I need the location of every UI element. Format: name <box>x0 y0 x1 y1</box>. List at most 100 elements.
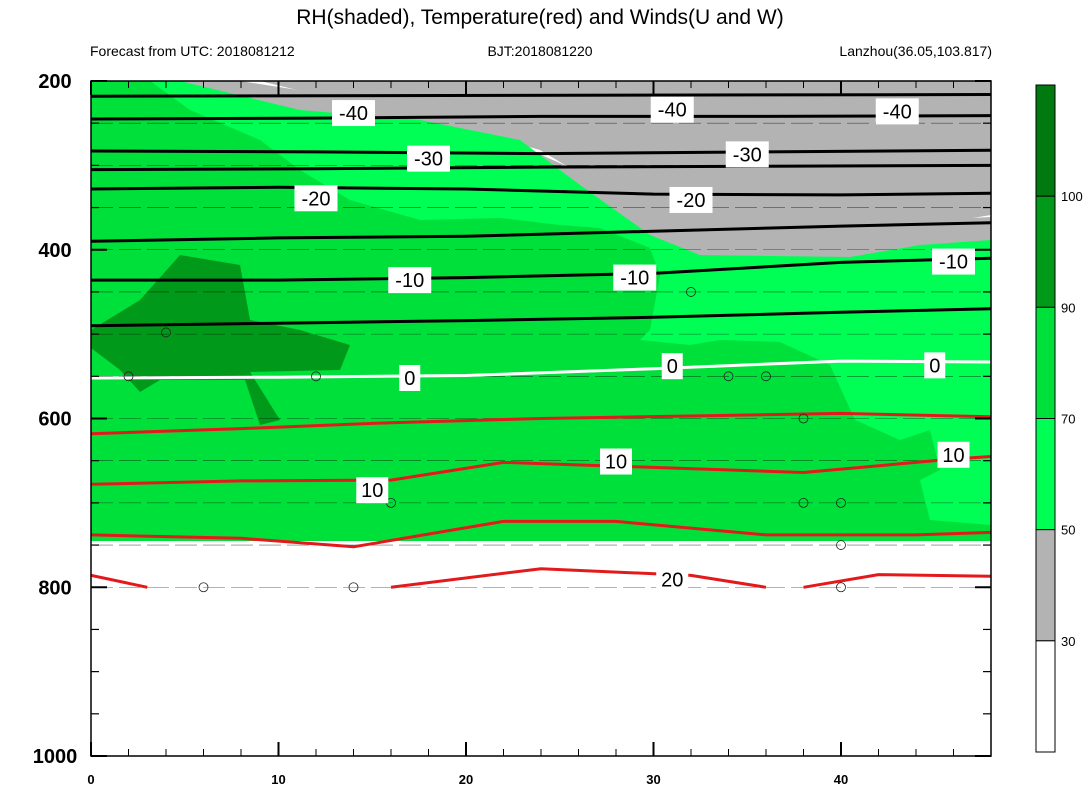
colorbar-segment <box>1035 306 1056 420</box>
contour-label-text: 10 <box>605 452 627 474</box>
calm-circle <box>198 582 209 593</box>
contour-label-box <box>937 441 970 468</box>
temperature-contour-line <box>91 148 991 156</box>
colorbar-segment <box>1035 418 1056 531</box>
contour-label: 10 <box>600 448 632 475</box>
colorbar-segment <box>1035 640 1056 753</box>
x-axis: 0 10 20 30 40 <box>87 81 954 787</box>
contour-label-box <box>932 248 975 275</box>
temperature-contour-line <box>91 185 991 197</box>
contour-label-box <box>924 352 946 379</box>
contour-label: 0 <box>924 352 946 379</box>
colorbar-label: 30 <box>1061 634 1075 649</box>
calm-circle <box>836 540 846 550</box>
temperature-contour-line <box>91 411 991 436</box>
contour-label-text: -40 <box>883 101 912 123</box>
y-tick-label: 200 <box>38 71 71 93</box>
colorbar-segment <box>1035 84 1056 197</box>
contour-label-text: 0 <box>667 356 678 378</box>
contour-label-text: -10 <box>939 252 968 274</box>
colorbar-label: 70 <box>1061 412 1075 427</box>
colorbar-label: 50 <box>1061 523 1075 538</box>
temperature-contour-line <box>803 573 991 589</box>
x-tick-label: 30 <box>646 772 660 787</box>
contour-label: 0 <box>399 365 421 391</box>
contour-label-box <box>294 185 338 212</box>
x-tick-label: 0 <box>87 772 94 787</box>
calm-circle <box>723 371 734 382</box>
contour-label: -10 <box>613 264 657 291</box>
temperature-contour-line <box>91 163 991 172</box>
plot-area: -40 -40 -40 -30 -30 -20 -20 -10 -10 -10 0 0 0 10 10 10 2… <box>90 80 992 757</box>
rh-band-30-50 <box>91 81 991 548</box>
contour-label-box <box>356 477 389 504</box>
contour-label: -10 <box>388 267 432 294</box>
temperature-contour-line <box>91 359 991 380</box>
calm-circle <box>836 497 846 508</box>
calm-circle <box>311 371 321 382</box>
temperature-contour-line <box>91 307 991 328</box>
contour-label-text: -10 <box>620 268 649 290</box>
colorbar-label: 100 <box>1061 189 1083 204</box>
bjt-time: BJT:2018081220 <box>487 43 592 59</box>
contour-label-box <box>399 365 421 391</box>
temperature-contour-line <box>91 455 991 486</box>
contour-label: -30 <box>725 141 769 168</box>
y-tick-label: 600 <box>38 409 71 431</box>
contour-labels: -40 -40 -40 -30 -30 -20 -20 -10 -10 -10 0 0 0 10 10 10 2… <box>294 96 975 593</box>
calm-circle <box>836 582 846 593</box>
contour-label: -30 <box>407 145 450 172</box>
contour-label-box <box>613 264 657 291</box>
contour-label-box <box>725 141 769 168</box>
contour-label: 10 <box>356 477 389 504</box>
temperature-contour-line <box>91 114 991 121</box>
temperature-contour-line <box>390 567 767 589</box>
contour-label: -20 <box>669 186 713 213</box>
calm-circle <box>798 497 809 508</box>
x-tick-label: 10 <box>271 772 285 787</box>
contour-label-text: -10 <box>395 270 424 292</box>
temperature-contour-line <box>91 93 991 98</box>
contour-label-box <box>600 448 632 475</box>
temperature-contour-line <box>91 221 991 243</box>
contour-label-text: -30 <box>414 149 443 171</box>
y-tick-label: 800 <box>38 577 71 599</box>
station-location: Lanzhou(36.05,103.817) <box>839 43 992 59</box>
colorbar-segment <box>1035 195 1056 308</box>
contour-label-box <box>656 566 689 593</box>
calm-circle <box>798 413 809 424</box>
y-tick-label: 400 <box>38 240 71 262</box>
x-tick-label: 20 <box>459 772 473 787</box>
calm-circle <box>123 371 134 382</box>
contour-label-text: -40 <box>658 100 687 122</box>
contour-label: -40 <box>875 98 919 125</box>
contour-label: 10 <box>937 441 970 468</box>
below-ground <box>91 541 991 756</box>
calm-circle <box>348 582 359 593</box>
contour-label: -40 <box>650 96 694 123</box>
calm-circle <box>161 327 171 338</box>
contour-label-text: -20 <box>302 188 331 210</box>
calm-circle <box>686 287 696 297</box>
contour-label: -20 <box>294 185 338 212</box>
contour-label-text: 0 <box>404 368 415 390</box>
colorbar: 100 90 70 50 30 <box>1035 84 1083 753</box>
chart-title: RH(shaded), Temperature(red) and Winds(U… <box>296 6 783 29</box>
contour-label-box <box>407 145 450 172</box>
contour-label-box <box>661 353 683 380</box>
colorbar-label: 90 <box>1061 300 1075 315</box>
contour-label-text: -30 <box>733 144 762 166</box>
colorbar-segment <box>1035 529 1056 642</box>
contour-label: -10 <box>932 248 975 275</box>
rh-band-70-90 <box>91 81 991 640</box>
contour-label: 20 <box>656 566 689 593</box>
contour-label-box <box>875 98 919 125</box>
contour-label-text: 20 <box>661 570 683 592</box>
contour-label-text: -20 <box>677 190 706 212</box>
contour-label-box <box>332 100 375 127</box>
calm-circle <box>761 371 771 382</box>
temperature-contour-line <box>91 519 991 549</box>
contour-label: -40 <box>332 100 375 127</box>
x-tick-label: 40 <box>834 772 848 787</box>
